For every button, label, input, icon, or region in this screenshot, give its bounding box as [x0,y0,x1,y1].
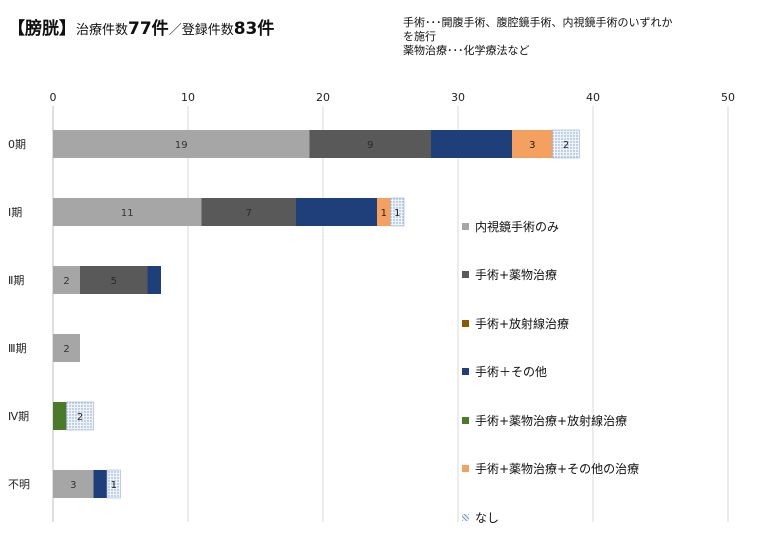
title-organ: 【膀胱】 [8,19,76,39]
legend-swatch [462,416,469,424]
notes: 手術･･･開腹手術、腹腔鏡手術、内視鏡手術のいずれか を施行 薬物治療･･･化学… [403,16,753,58]
data-label: 2 [63,276,69,287]
data-label: 2 [63,344,69,355]
title-registered-label: 登録件数 [181,23,234,38]
data-label: 1 [394,208,400,219]
bar-segment [147,266,161,294]
data-label: 19 [175,140,188,151]
x-tick-label: 10 [181,91,195,104]
legend-label: なし [475,510,500,525]
bar-segment [106,469,121,499]
legend-item: 手術+薬物治療+その他の治療 [462,461,639,477]
bar-segment [512,130,553,158]
legend-label: 手術+放射線治療 [475,316,570,331]
bar-segment [431,130,512,158]
legend-label: 内視鏡手術のみ [475,219,560,234]
bar-segment [201,198,296,226]
data-label: 11 [121,208,134,219]
bar-segment [53,198,202,226]
bar-segment [93,470,107,498]
x-tick-label: 40 [586,91,600,104]
legend-item: 手術＋その他 [462,364,547,380]
title-registered-count: 83件 [233,19,275,39]
legend-label: 手術+薬物治療 [475,268,558,282]
legend-label: 手術+薬物治療+放射線治療 [475,413,628,428]
category-label: Ⅲ期 [8,342,27,355]
legend-item: 手術+放射線治療 [462,315,569,331]
bar-segment [53,402,67,430]
data-label: 7 [246,208,252,219]
bar-segment [552,129,580,159]
title-treated-count: 77件 [128,19,169,39]
legend-swatch [462,222,469,230]
category-label: Ⅰ期 [8,206,22,219]
x-tick-label: 50 [721,91,735,104]
data-label: 1 [381,208,387,219]
category-label: Ⅳ期 [8,410,29,423]
bar-segment [53,130,310,158]
data-label: 2 [77,412,83,423]
data-label: 3 [70,480,76,491]
bar-segment [296,198,377,226]
title-separator: ／ [168,23,182,38]
bar-segment [309,130,431,158]
note-drug: 薬物治療･･･化学療法など [403,44,530,57]
legend-label: 手術＋その他 [475,365,548,379]
legend-item: 手術+薬物治療 [462,267,557,283]
title-treated-label: 治療件数 [76,23,129,38]
legend-swatch [462,465,469,472]
bar-segment [377,198,391,226]
bar-segment [53,266,80,294]
data-label: 1 [111,480,117,491]
legend-item: 内視鏡手術のみ [462,218,559,234]
legend-item: 手術+薬物治療+放射線治療 [462,412,627,428]
legend-item: なし [462,509,499,525]
legend-label: 手術+薬物治療+その他の治療 [475,462,640,476]
legend-swatch [462,319,469,327]
category-label: 不明 [8,478,30,491]
category-label: Ⅱ期 [8,274,24,287]
data-label: 5 [111,276,117,287]
x-tick-label: 20 [316,91,330,104]
legend-swatch [462,271,469,278]
category-label: 0期 [8,138,26,151]
bar-segment [66,401,94,431]
data-label: 2 [563,140,569,151]
legend-swatch [462,368,469,375]
x-tick-label: 30 [451,91,465,104]
bar-segment [80,266,148,294]
chart-title: 【膀胱】治療件数77件／登録件数83件 [8,14,274,39]
note-surgery: 手術･･･開腹手術、腹腔鏡手術、内視鏡手術のいずれか を施行 [403,16,673,43]
bar-segment [390,197,405,227]
bar-segment [53,334,80,362]
x-tick-label: 0 [50,91,57,104]
data-label: 9 [367,140,373,151]
data-label: 3 [529,140,535,151]
legend-swatch [462,513,469,521]
bar-segment [53,470,94,498]
